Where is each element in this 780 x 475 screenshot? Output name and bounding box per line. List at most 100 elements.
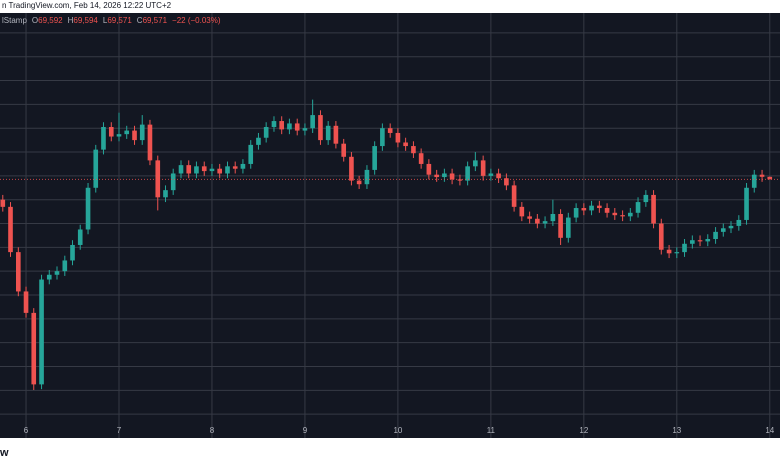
- x-tick-label: 6: [24, 426, 29, 435]
- candle-body: [612, 212, 618, 216]
- candle-body: [581, 208, 587, 211]
- legend-value: 69,571: [107, 16, 132, 25]
- candle-body: [240, 163, 246, 169]
- candle-body: [658, 223, 664, 250]
- candle-body: [39, 279, 44, 385]
- x-tick-label: 10: [393, 426, 402, 435]
- candle-body: [70, 244, 75, 261]
- candle-body: [620, 215, 625, 217]
- header: n TradingView.com, Feb 14, 2026 12:22 UT…: [2, 1, 172, 10]
- candle-body: [411, 146, 416, 154]
- candle-body: [457, 179, 463, 181]
- candle-body: [666, 249, 672, 254]
- legend-value: 69,594: [73, 16, 98, 25]
- candle-body: [403, 142, 408, 147]
- candle-body: [217, 168, 222, 174]
- candle-body: [364, 169, 370, 185]
- x-tick-label: 12: [579, 426, 588, 435]
- x-tick-label: 7: [117, 426, 122, 435]
- candle-body: [527, 216, 532, 219]
- candle-body: [380, 128, 385, 147]
- candle-body: [504, 178, 509, 186]
- candle-body: [542, 221, 548, 224]
- candle-body: [751, 174, 757, 188]
- candle-body: [23, 291, 29, 313]
- candle-body: [155, 160, 161, 198]
- candle-body: [496, 173, 501, 179]
- candle-body: [271, 121, 277, 128]
- candle-body: [8, 206, 13, 253]
- legend: lStamp O69,592 H69,594 L69,571 C69,571 −22 (−…: [2, 16, 221, 25]
- candle-body: [85, 187, 91, 230]
- candle-body: [589, 205, 594, 211]
- candle-body: [651, 194, 656, 224]
- legend-key: O: [32, 16, 38, 25]
- candle-body: [93, 149, 99, 188]
- candle-body: [674, 252, 680, 254]
- candle-body: [132, 130, 137, 141]
- x-tick-label: 13: [672, 426, 681, 435]
- x-tick-label: 11: [487, 426, 496, 435]
- candle-body: [163, 190, 168, 198]
- candle-body: [511, 185, 517, 207]
- candle-body: [488, 173, 494, 176]
- candle-body: [519, 206, 525, 217]
- candle-body: [232, 166, 238, 169]
- candle-body: [690, 240, 695, 244]
- candle-body: [480, 160, 486, 176]
- candle-body: [147, 124, 153, 161]
- candle-body: [194, 166, 199, 174]
- candle-body: [294, 123, 300, 131]
- candle-body: [434, 174, 439, 178]
- candle-body: [77, 229, 83, 245]
- candle-body: [178, 165, 184, 174]
- candle-body: [720, 228, 726, 232]
- x-tick-label: 8: [210, 426, 215, 435]
- candle-body: [736, 219, 742, 226]
- candle-body: [372, 146, 377, 170]
- candle-body: [535, 218, 540, 224]
- candle-body: [302, 128, 308, 131]
- legend-value: 69,571: [143, 16, 168, 25]
- candle-body: [31, 312, 37, 385]
- candle-body: [728, 225, 734, 229]
- legend-key: H: [68, 16, 74, 25]
- candle-body: [767, 176, 773, 180]
- candle-body: [263, 127, 269, 138]
- candle-body: [387, 128, 393, 133]
- logo: w: [0, 447, 9, 459]
- candle-body: [256, 137, 261, 145]
- candle-body: [473, 160, 478, 167]
- candle-body: [108, 127, 114, 137]
- candle-body: [643, 194, 649, 203]
- x-tick-label: 14: [765, 426, 774, 435]
- candle-body: [170, 173, 176, 191]
- candle-body: [124, 130, 130, 135]
- candle-body: [418, 153, 424, 164]
- grid: [0, 13, 780, 438]
- candle-body: [139, 124, 145, 141]
- candle-body: [744, 187, 749, 220]
- candle-body: [349, 156, 354, 181]
- candles: [0, 99, 780, 390]
- candle-body: [550, 213, 556, 222]
- candle-body: [759, 174, 765, 177]
- candle-body: [635, 202, 641, 213]
- candle-body: [465, 166, 470, 181]
- candle-body: [713, 231, 718, 240]
- candle-body: [395, 132, 401, 143]
- candle-body: [310, 115, 315, 129]
- candle-body: [682, 243, 687, 253]
- candle-body: [15, 252, 21, 292]
- plot-background: [0, 13, 780, 438]
- candle-body: [318, 115, 323, 141]
- candle-body: [46, 274, 52, 280]
- candle-body: [573, 208, 579, 218]
- candle-body: [116, 134, 122, 137]
- candle-body: [604, 208, 610, 213]
- candle-body: [697, 240, 703, 242]
- labels: 6 7 8 9 10 11 12 13 14: [24, 426, 775, 435]
- candle-body: [0, 199, 6, 207]
- candle-body: [325, 125, 331, 141]
- candle-body: [62, 260, 68, 272]
